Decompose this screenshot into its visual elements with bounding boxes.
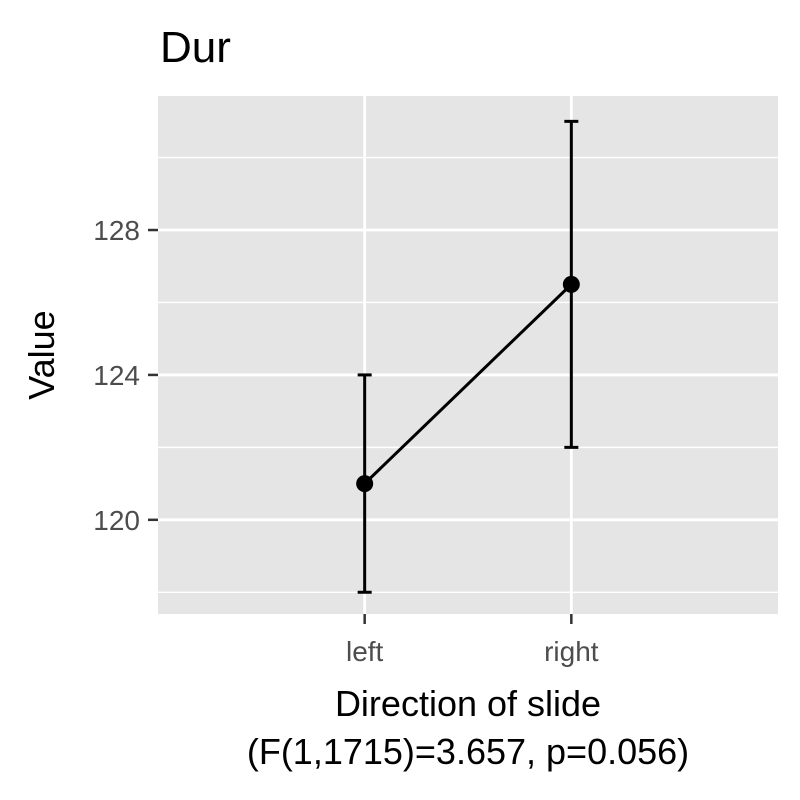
- chart-title: Dur: [160, 23, 231, 72]
- x-axis-subtitle: (F(1,1715)=3.657, p=0.056): [247, 731, 689, 772]
- y-axis-title: Value: [21, 310, 62, 399]
- series-line: [363, 283, 573, 485]
- data-points: [356, 275, 580, 493]
- grid-minor: [158, 156, 778, 593]
- x-tick-label: left: [346, 636, 384, 667]
- x-tick-label: right: [544, 636, 599, 667]
- series-line-group: [363, 283, 573, 485]
- y-axis-ticks: 120 124 128: [93, 215, 158, 536]
- data-point: [356, 475, 374, 493]
- data-point: [562, 275, 580, 293]
- x-axis-title: Direction of slide: [335, 683, 601, 724]
- x-axis-ticks: left right: [346, 614, 599, 667]
- y-tick-label: 120: [93, 505, 140, 536]
- y-tick-label: 128: [93, 215, 140, 246]
- y-tick-label: 124: [93, 360, 140, 391]
- plot-panel: [158, 96, 778, 614]
